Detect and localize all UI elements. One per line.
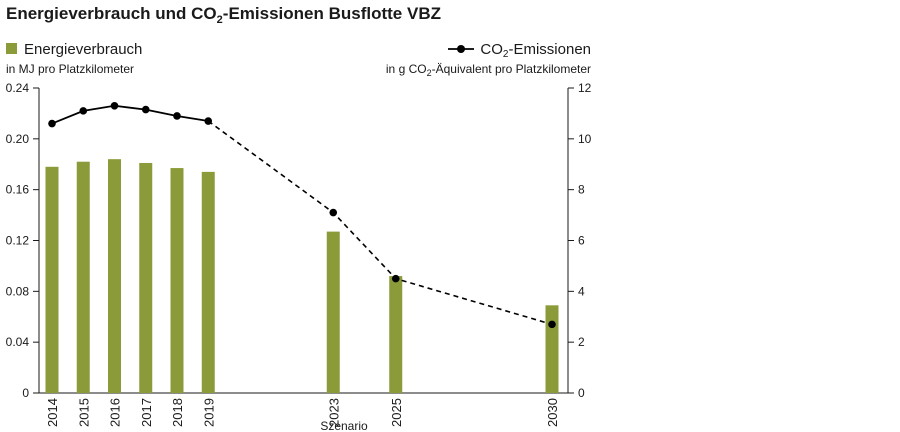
x-tick-label-2014: 2014 [45, 398, 60, 427]
chart-title-part-1: Energieverbrauch und CO [6, 4, 217, 23]
chart-title: Energieverbrauch und CO2-Emissionen Busf… [6, 4, 441, 26]
left-axis-ticks: 0 0.04 0.08 0.12 0.16 0.20 0.24 [6, 81, 39, 400]
left-tick-label: 0.12 [6, 234, 30, 248]
energy-bar-2017 [139, 162, 153, 393]
energy-bar-2030 [545, 305, 559, 393]
co2-point-2017 [141, 105, 150, 114]
left-tick-label: 0.04 [6, 335, 30, 349]
left-tick-label: 0.20 [6, 132, 30, 146]
x-axis-ticks: 2014 2015 2016 2017 2018 2019 2023 2025 2030 [45, 398, 560, 427]
x-tick-label-2015: 2015 [76, 398, 91, 427]
right-unit-subscript: 2 [427, 68, 432, 78]
right-tick-label: 12 [578, 81, 592, 95]
right-unit-part-2: -Äquivalent pro Platzkilometer [432, 62, 591, 76]
right-tick-label: 2 [578, 335, 585, 349]
co2-point-2014 [48, 119, 56, 128]
co2-point-2019 [204, 117, 213, 125]
x-tick-label-2017: 2017 [139, 398, 154, 427]
chart-title-part-2: -Emissionen Busflotte VBZ [223, 4, 441, 23]
legend-co2-part-1: CO [480, 41, 503, 58]
co2-point-2018 [173, 112, 181, 120]
left-tick-label: 0.24 [6, 81, 30, 95]
x-tick-label-2025: 2025 [389, 398, 404, 427]
scenario-label: Szenario [320, 419, 368, 432]
energy-bar-2025 [389, 276, 403, 393]
legend-co2-subscript: 2 [503, 49, 509, 60]
right-tick-label: 0 [578, 386, 585, 400]
right-unit-part-1: in g CO [386, 62, 427, 76]
left-axis-unit: in MJ pro Platzkilometer [6, 62, 134, 76]
chart-title-subscript: 2 [217, 14, 223, 26]
energy-bars [45, 159, 559, 393]
left-tick-label: 0.08 [6, 284, 30, 298]
co2-point-2030 [548, 320, 556, 329]
legend-co2-part-2: -Emissionen [508, 41, 591, 58]
left-tick-label: 0 [22, 386, 29, 400]
energy-bar-2023 [326, 231, 340, 393]
energy-bar-2015 [76, 161, 90, 393]
right-tick-label: 10 [578, 132, 592, 146]
x-tick-label-2030: 2030 [545, 398, 560, 427]
legend-label-co2: CO2-Emissionen [480, 41, 591, 60]
co2-line-series [48, 101, 556, 329]
right-tick-label: 4 [578, 284, 585, 298]
co2-point-2023 [329, 208, 338, 217]
co2-point-2015 [79, 107, 88, 115]
energy-bar-2018 [170, 168, 184, 393]
right-axis-unit: in g CO2-Äquivalent pro Platzkilometer [386, 62, 591, 78]
x-tick-label-2016: 2016 [108, 398, 123, 427]
energy-bar-2016 [108, 159, 121, 393]
co2-line-scenario [207, 120, 553, 326]
co2-line-historic [51, 104, 209, 125]
legend-swatch-energy [6, 43, 17, 54]
x-tick-label-2019: 2019 [201, 398, 216, 427]
energy-bar-2014 [45, 166, 59, 393]
energy-bar-2019 [201, 171, 215, 393]
x-tick-label-2018: 2018 [170, 398, 185, 427]
legend-marker-co2 [457, 45, 465, 53]
left-tick-label: 0.16 [6, 183, 30, 197]
x-tick-label-2023: 2023 [326, 398, 341, 427]
co2-point-2016 [110, 101, 119, 110]
co2-point-2025 [391, 274, 400, 283]
right-tick-label: 6 [578, 234, 585, 248]
legend-label-energy: Energieverbrauch [24, 41, 142, 58]
right-axis-ticks: 0 2 4 6 8 10 12 [568, 81, 592, 400]
right-tick-label: 8 [578, 183, 585, 197]
